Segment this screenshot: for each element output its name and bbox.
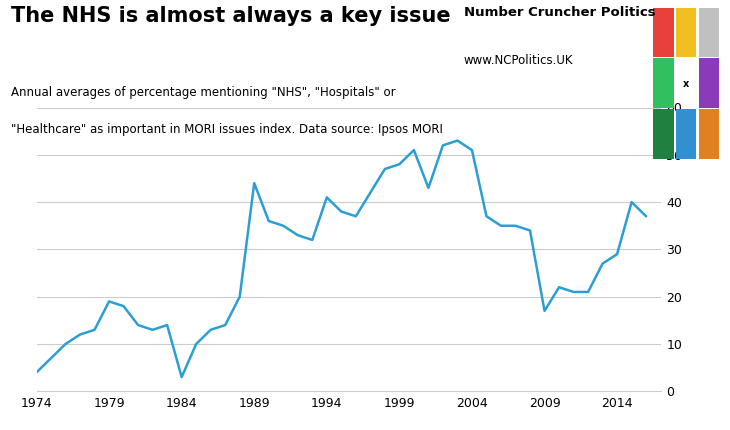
Text: The NHS is almost always a key issue: The NHS is almost always a key issue xyxy=(11,6,450,27)
Text: "Healthcare" as important in MORI issues index. Data source: Ipsos MORI: "Healthcare" as important in MORI issues… xyxy=(11,123,443,135)
Text: www.NCPolitics.UK: www.NCPolitics.UK xyxy=(464,54,573,67)
Text: Number Cruncher Politics: Number Cruncher Politics xyxy=(464,6,656,19)
Text: x: x xyxy=(683,79,689,89)
Text: Annual averages of percentage mentioning "NHS", "Hospitals" or: Annual averages of percentage mentioning… xyxy=(11,86,396,99)
